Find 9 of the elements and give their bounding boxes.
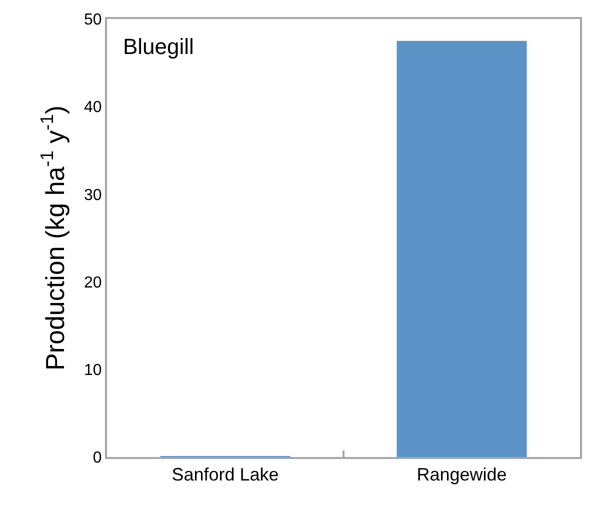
- y-tick-label: 50: [84, 12, 102, 29]
- annotation: Bluegill: [123, 34, 194, 59]
- y-tick-label: 10: [84, 362, 102, 379]
- y-tick-label: 30: [84, 186, 102, 204]
- y-tick-label: 20: [84, 274, 102, 292]
- y-tick-label: 40: [84, 99, 102, 116]
- x-tick-label: Rangewide: [416, 464, 507, 485]
- y-tick-label: 0: [92, 450, 102, 467]
- x-tick-label: Sanford Lake: [172, 464, 279, 485]
